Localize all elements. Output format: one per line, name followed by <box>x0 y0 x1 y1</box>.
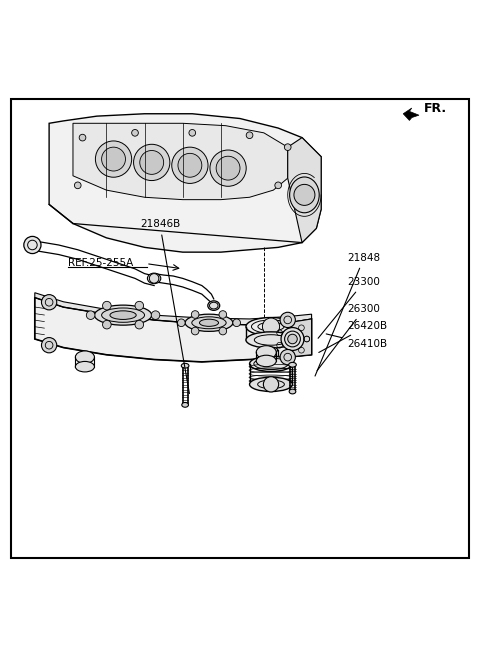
Circle shape <box>219 311 227 319</box>
Circle shape <box>233 319 240 327</box>
Circle shape <box>149 273 159 283</box>
Circle shape <box>86 311 95 319</box>
Ellipse shape <box>250 377 292 392</box>
Circle shape <box>79 134 86 141</box>
Polygon shape <box>49 114 321 252</box>
Ellipse shape <box>147 273 161 284</box>
Circle shape <box>102 147 125 171</box>
Ellipse shape <box>75 351 95 363</box>
Ellipse shape <box>95 305 152 325</box>
Circle shape <box>210 150 246 187</box>
Circle shape <box>263 318 280 335</box>
Ellipse shape <box>289 389 296 394</box>
Circle shape <box>275 182 281 189</box>
Circle shape <box>151 311 160 319</box>
Ellipse shape <box>75 361 95 372</box>
Ellipse shape <box>264 347 278 353</box>
Circle shape <box>178 153 202 177</box>
Circle shape <box>246 132 253 139</box>
Polygon shape <box>288 137 321 242</box>
Text: 21848: 21848 <box>315 253 381 376</box>
Circle shape <box>133 145 170 181</box>
Ellipse shape <box>199 319 218 327</box>
Ellipse shape <box>185 314 233 331</box>
Circle shape <box>135 321 144 329</box>
Ellipse shape <box>256 346 276 359</box>
Ellipse shape <box>256 355 276 367</box>
Circle shape <box>264 376 279 392</box>
Text: 23300: 23300 <box>318 277 380 338</box>
Polygon shape <box>35 298 312 362</box>
Polygon shape <box>35 293 312 325</box>
Circle shape <box>280 350 295 365</box>
Polygon shape <box>288 319 312 357</box>
Ellipse shape <box>208 301 220 310</box>
Circle shape <box>74 182 81 189</box>
Circle shape <box>24 237 41 254</box>
Circle shape <box>192 311 199 319</box>
Text: FR.: FR. <box>424 102 447 114</box>
Ellipse shape <box>110 311 136 319</box>
Circle shape <box>280 312 295 328</box>
Circle shape <box>192 327 199 335</box>
Text: 26300: 26300 <box>317 304 380 371</box>
Circle shape <box>294 185 315 206</box>
Circle shape <box>132 129 138 136</box>
Circle shape <box>216 156 240 180</box>
Circle shape <box>189 129 196 136</box>
Circle shape <box>135 302 144 310</box>
Circle shape <box>103 321 111 329</box>
Circle shape <box>284 144 291 150</box>
Ellipse shape <box>289 177 319 213</box>
Polygon shape <box>403 108 419 120</box>
Circle shape <box>288 334 297 344</box>
Circle shape <box>172 147 208 183</box>
Circle shape <box>103 302 111 310</box>
Polygon shape <box>73 124 288 200</box>
Text: REF.25-255A: REF.25-255A <box>68 258 133 267</box>
Text: 21846B: 21846B <box>140 219 190 394</box>
Ellipse shape <box>181 363 189 368</box>
Ellipse shape <box>246 332 296 348</box>
Circle shape <box>96 141 132 177</box>
Ellipse shape <box>288 363 296 367</box>
Ellipse shape <box>246 317 296 336</box>
Circle shape <box>41 338 57 353</box>
Ellipse shape <box>281 328 304 350</box>
Ellipse shape <box>102 308 144 323</box>
Text: 26420B: 26420B <box>319 321 387 352</box>
Ellipse shape <box>182 403 189 407</box>
Ellipse shape <box>264 359 278 364</box>
Text: 26410B: 26410B <box>326 334 387 349</box>
Ellipse shape <box>192 317 226 328</box>
Circle shape <box>41 294 57 310</box>
Circle shape <box>219 327 227 335</box>
Circle shape <box>140 150 164 174</box>
Ellipse shape <box>250 356 292 371</box>
Circle shape <box>178 319 185 327</box>
